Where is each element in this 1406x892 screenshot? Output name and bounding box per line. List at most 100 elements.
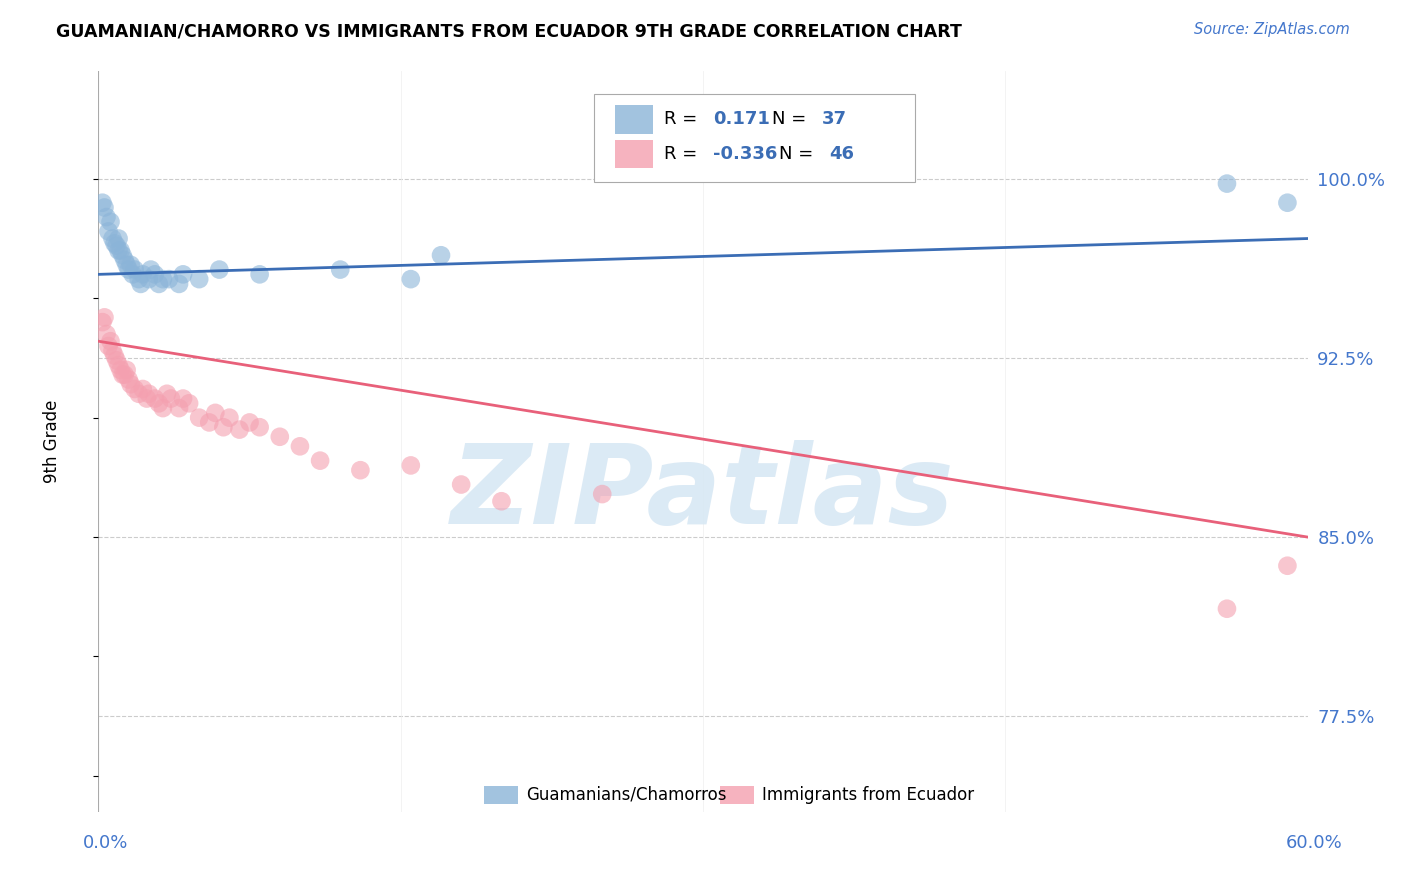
Point xyxy=(111,248,134,262)
Point xyxy=(114,253,136,268)
FancyBboxPatch shape xyxy=(484,786,517,804)
FancyBboxPatch shape xyxy=(614,105,654,134)
Text: ZIPatlas: ZIPatlas xyxy=(451,440,955,547)
Point xyxy=(110,363,132,377)
Point xyxy=(329,262,352,277)
Point xyxy=(129,277,152,291)
Point xyxy=(115,363,138,377)
Point xyxy=(160,392,183,406)
Point xyxy=(107,244,129,258)
Point xyxy=(157,272,180,286)
Point xyxy=(138,272,160,286)
Point xyxy=(118,372,141,386)
Point xyxy=(107,358,129,372)
Point xyxy=(1216,177,1239,191)
Point xyxy=(591,487,613,501)
Text: Immigrants from Ecuador: Immigrants from Ecuador xyxy=(762,786,974,804)
Point xyxy=(124,262,146,277)
Text: Source: ZipAtlas.com: Source: ZipAtlas.com xyxy=(1194,22,1350,37)
Point xyxy=(349,463,371,477)
Point xyxy=(228,423,250,437)
Point xyxy=(121,268,143,282)
Point xyxy=(93,201,115,215)
Point xyxy=(167,277,190,291)
Point xyxy=(167,401,190,416)
Point xyxy=(198,416,221,430)
Point xyxy=(1216,601,1239,615)
Point xyxy=(269,430,291,444)
Text: R =: R = xyxy=(664,111,703,128)
Point xyxy=(249,420,271,434)
Point xyxy=(249,268,271,282)
Point xyxy=(491,494,513,508)
Point xyxy=(97,339,120,353)
Text: -0.336: -0.336 xyxy=(713,145,778,163)
Point xyxy=(156,386,179,401)
Point xyxy=(91,315,114,329)
Point xyxy=(218,410,240,425)
Point xyxy=(148,277,170,291)
Text: 0.0%: 0.0% xyxy=(83,834,128,852)
Point xyxy=(399,458,422,473)
Point xyxy=(110,244,132,258)
Point xyxy=(103,236,125,251)
Point xyxy=(204,406,226,420)
Point xyxy=(188,272,211,286)
Text: N =: N = xyxy=(779,145,820,163)
Point xyxy=(100,334,122,349)
Point xyxy=(172,268,194,282)
Point xyxy=(148,396,170,410)
Point xyxy=(103,349,125,363)
Point xyxy=(309,453,332,467)
Text: N =: N = xyxy=(772,111,811,128)
Point xyxy=(97,224,120,238)
Point xyxy=(105,238,128,252)
Text: 37: 37 xyxy=(821,111,846,128)
Point xyxy=(128,386,150,401)
Point xyxy=(138,386,160,401)
Point xyxy=(111,368,134,382)
Point xyxy=(114,368,136,382)
Text: GUAMANIAN/CHAMORRO VS IMMIGRANTS FROM ECUADOR 9TH GRADE CORRELATION CHART: GUAMANIAN/CHAMORRO VS IMMIGRANTS FROM EC… xyxy=(56,22,962,40)
Point xyxy=(430,248,453,262)
Text: Guamanians/Chamorros: Guamanians/Chamorros xyxy=(526,786,727,804)
Point xyxy=(101,231,124,245)
Point xyxy=(212,420,235,434)
Point xyxy=(115,258,138,272)
Point xyxy=(96,210,118,224)
Point xyxy=(91,195,114,210)
Point xyxy=(124,382,146,396)
Point xyxy=(132,382,155,396)
Point xyxy=(100,215,122,229)
Point xyxy=(208,262,231,277)
Point xyxy=(93,310,115,325)
Point xyxy=(96,327,118,342)
Point xyxy=(105,353,128,368)
Point xyxy=(135,392,157,406)
FancyBboxPatch shape xyxy=(614,140,654,169)
Point xyxy=(143,392,166,406)
Point xyxy=(1277,558,1299,573)
Point xyxy=(239,416,262,430)
FancyBboxPatch shape xyxy=(720,786,754,804)
Point xyxy=(143,268,166,282)
Point xyxy=(128,272,150,286)
Point xyxy=(1277,195,1299,210)
Point xyxy=(120,377,142,392)
Point xyxy=(139,262,162,277)
Point xyxy=(188,410,211,425)
Text: R =: R = xyxy=(664,145,703,163)
Point xyxy=(152,272,174,286)
Point xyxy=(101,343,124,358)
Text: 9th Grade: 9th Grade xyxy=(44,400,62,483)
Point xyxy=(152,401,174,416)
Point xyxy=(107,231,129,245)
Point xyxy=(399,272,422,286)
Point xyxy=(288,439,311,453)
FancyBboxPatch shape xyxy=(595,94,915,183)
Text: 0.171: 0.171 xyxy=(713,111,769,128)
Point xyxy=(179,396,201,410)
Text: 46: 46 xyxy=(828,145,853,163)
Point xyxy=(132,268,155,282)
Point xyxy=(172,392,194,406)
